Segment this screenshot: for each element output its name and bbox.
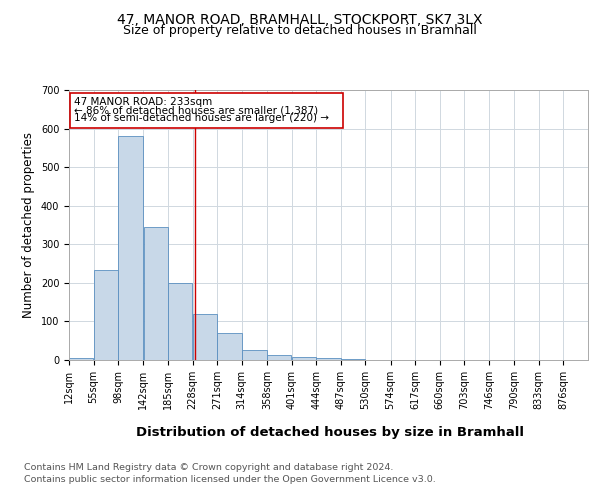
Y-axis label: Number of detached properties: Number of detached properties: [22, 132, 35, 318]
FancyBboxPatch shape: [70, 92, 343, 128]
Bar: [118, 136, 143, 360]
Text: Size of property relative to detached houses in Bramhall: Size of property relative to detached ho…: [123, 24, 477, 37]
Text: Contains HM Land Registry data © Crown copyright and database right 2024.: Contains HM Land Registry data © Crown c…: [24, 464, 394, 472]
Bar: [267, 354, 292, 360]
Bar: [143, 227, 168, 360]
Bar: [316, 358, 341, 360]
Bar: [341, 359, 365, 360]
Text: 47, MANOR ROAD, BRAMHALL, STOCKPORT, SK7 3LX: 47, MANOR ROAD, BRAMHALL, STOCKPORT, SK7…: [117, 12, 483, 26]
Text: Contains public sector information licensed under the Open Government Licence v3: Contains public sector information licen…: [24, 475, 436, 484]
Bar: [292, 357, 316, 360]
Bar: [193, 314, 217, 360]
Bar: [94, 270, 118, 360]
Text: 47 MANOR ROAD: 233sqm: 47 MANOR ROAD: 233sqm: [74, 98, 212, 108]
Bar: [217, 333, 242, 360]
Bar: [168, 283, 193, 360]
Bar: [242, 350, 267, 360]
Text: 14% of semi-detached houses are larger (220) →: 14% of semi-detached houses are larger (…: [74, 113, 329, 123]
Text: Distribution of detached houses by size in Bramhall: Distribution of detached houses by size …: [136, 426, 524, 439]
Bar: [69, 358, 94, 360]
Text: ← 86% of detached houses are smaller (1,387): ← 86% of detached houses are smaller (1,…: [74, 105, 318, 115]
